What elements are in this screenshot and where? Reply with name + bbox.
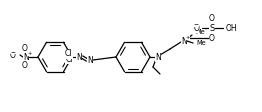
- Text: Me: Me: [196, 40, 206, 46]
- Text: OH: OH: [226, 24, 238, 32]
- Text: N: N: [87, 56, 93, 65]
- Text: Me: Me: [195, 29, 205, 35]
- Text: O: O: [22, 61, 28, 70]
- Text: +: +: [185, 35, 190, 40]
- Text: +: +: [27, 51, 32, 56]
- Text: N: N: [181, 37, 187, 45]
- Text: O: O: [10, 51, 16, 59]
- Text: O: O: [209, 33, 215, 42]
- Text: Cl: Cl: [66, 55, 73, 64]
- Text: N: N: [23, 53, 29, 61]
- Text: N: N: [76, 53, 82, 61]
- Text: Cl: Cl: [64, 49, 72, 58]
- Text: N: N: [155, 53, 161, 61]
- Text: −: −: [194, 22, 198, 27]
- Text: −: −: [10, 49, 15, 54]
- Text: O: O: [193, 24, 199, 32]
- Text: S: S: [209, 24, 215, 32]
- Text: O: O: [22, 43, 28, 53]
- Text: O: O: [209, 14, 215, 23]
